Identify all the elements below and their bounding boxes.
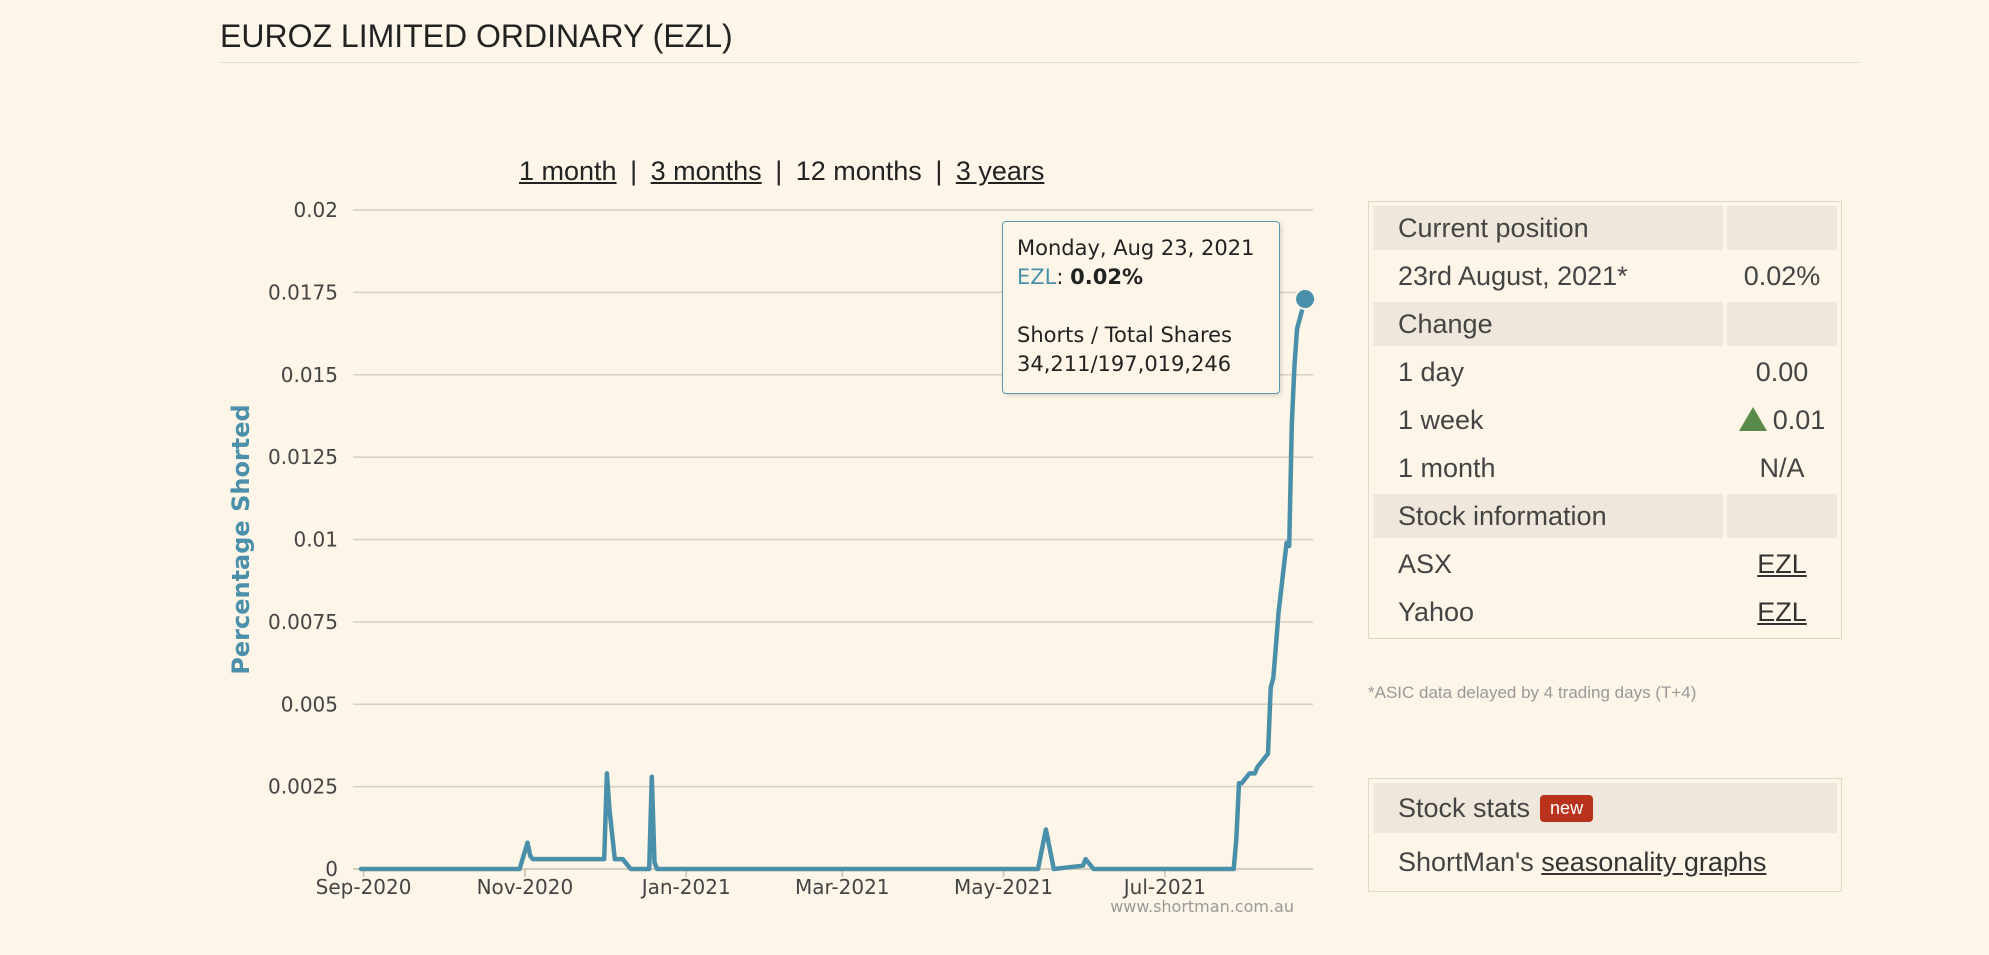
current-position-header: Current position (1373, 206, 1723, 250)
y-tick-label: 0.015 (281, 363, 338, 387)
table-row: 1 month N/A (1373, 446, 1837, 490)
change-1-month-label: 1 month (1398, 452, 1496, 483)
table-header-row: Stock information (1373, 494, 1837, 538)
y-tick-label: 0.005 (281, 692, 338, 716)
tooltip-colon: : (1056, 265, 1064, 289)
chart-credits[interactable]: www.shortman.com.au (1110, 897, 1294, 916)
y-axis-ticks: 0 0.0025 0.005 0.0075 0.01 0.0125 0.015 0.0175 0… (268, 198, 338, 881)
stock-stats-table: Stock stats new ShortMan's seasonality gr… (1368, 778, 1842, 892)
asx-link[interactable]: EZL (1757, 548, 1807, 579)
new-badge: new (1540, 794, 1594, 822)
table-row: 1 day 0.00 (1373, 350, 1837, 394)
x-tick-label: Jan-2021 (640, 875, 731, 899)
range-1-month-link[interactable]: 1 month (519, 156, 617, 186)
asx-cell: EZL (1727, 542, 1837, 586)
stock-stats-header-cell: Stock stats new (1373, 783, 1837, 833)
range-12-months-current: 12 months (795, 156, 922, 186)
tooltip-shorts-label: Shorts / Total Shares (1017, 323, 1232, 347)
chart-tooltip: Monday, Aug 23, 2021 EZL: 0.02% Shorts /… (1002, 221, 1280, 394)
x-tick-label: May-2021 (954, 875, 1053, 899)
x-tick-label: Jul-2021 (1122, 875, 1206, 899)
y-tick-label: 0.02 (293, 198, 338, 222)
tooltip-value: 0.02% (1070, 265, 1143, 289)
change-1-week-label: 1 week (1398, 404, 1484, 435)
table-header-row: Current position (1373, 206, 1837, 250)
x-axis-ticks: Sep-2020 Nov-2020 Jan-2021 Mar-2021 May-2021… (316, 869, 1206, 899)
y-axis-label: Percentage Shorted (227, 404, 255, 674)
stock-stats-header: Stock stats (1398, 792, 1531, 823)
tooltip-series-name: EZL (1017, 265, 1057, 289)
y-tick-label: 0.0075 (268, 610, 338, 634)
page-title: EUROZ LIMITED ORDINARY (EZL) (220, 18, 733, 54)
position-info-table: Current position 23rd August, 2021* 0.02… (1368, 201, 1842, 639)
stock-info-header: Stock information (1373, 494, 1723, 538)
change-header: Change (1373, 302, 1723, 346)
yahoo-link[interactable]: EZL (1757, 596, 1807, 627)
y-tick-label: 0.0175 (268, 280, 338, 304)
table-header-row: Change (1373, 302, 1837, 346)
range-3-years-link[interactable]: 3 years (955, 156, 1045, 186)
y-tick-label: 0 (325, 857, 338, 881)
seasonality-prefix: ShortMan's (1398, 846, 1534, 877)
x-tick-label: Sep-2020 (316, 875, 412, 899)
tooltip-series-row: EZL: 0.02% (1017, 263, 1265, 292)
highlight-point (1294, 287, 1317, 310)
position-date: 23rd August, 2021* (1398, 260, 1628, 291)
header-empty-cell (1727, 206, 1837, 250)
up-arrow-icon (1738, 406, 1767, 431)
y-tick-label: 0.01 (293, 528, 338, 552)
range-selector: 1 month | 3 months | 12 months | 3 years (519, 156, 1044, 187)
y-tick-label: 0.0125 (268, 445, 338, 469)
x-tick-label: Mar-2021 (795, 875, 890, 899)
table-header-row: Stock stats new (1373, 783, 1837, 833)
change-1-day-value: 0.00 (1755, 356, 1809, 387)
tooltip-date: Monday, Aug 23, 2021 (1017, 236, 1255, 260)
title-divider (220, 62, 1860, 63)
asx-label: ASX (1398, 548, 1453, 579)
short-position-chart[interactable]: 0 0.0025 0.005 0.0075 0.01 0.0125 0.015 0.0175 0… (0, 0, 1330, 930)
x-tick-label: Nov-2020 (477, 875, 574, 899)
change-1-day-label: 1 day (1398, 356, 1465, 387)
y-tick-label: 0.0025 (268, 775, 338, 799)
yahoo-cell: EZL (1727, 590, 1837, 634)
table-row: 1 week 0.01 (1373, 398, 1837, 442)
table-row: 23rd August, 2021* 0.02% (1373, 254, 1837, 298)
range-separator: | (935, 156, 943, 186)
tooltip-spacer (1017, 292, 1265, 321)
yahoo-label: Yahoo (1398, 596, 1475, 627)
table-row: Yahoo EZL (1373, 590, 1837, 634)
header-empty-cell (1727, 302, 1837, 346)
range-3-months-link[interactable]: 3 months (650, 156, 762, 186)
range-separator: | (775, 156, 783, 186)
chart-series (358, 287, 1317, 872)
header-empty-cell (1727, 494, 1837, 538)
change-1-month-value: N/A (1759, 452, 1805, 483)
table-row: ASX EZL (1373, 542, 1837, 586)
seasonality-cell: ShortMan's seasonality graphs (1373, 837, 1837, 887)
table-row: ShortMan's seasonality graphs (1373, 837, 1837, 887)
seasonality-graphs-link[interactable]: seasonality graphs (1541, 846, 1767, 877)
change-1-week-cell: 0.01 (1727, 398, 1837, 442)
position-value: 0.02% (1743, 260, 1821, 291)
tooltip-shorts-value: 34,211/197,019,246 (1017, 352, 1232, 376)
asic-delay-note: *ASIC data delayed by 4 trading days (T+… (1368, 683, 1697, 702)
range-separator: | (630, 156, 638, 186)
series-line-ezl (358, 296, 1308, 872)
change-1-week-value: 0.01 (1772, 404, 1826, 435)
